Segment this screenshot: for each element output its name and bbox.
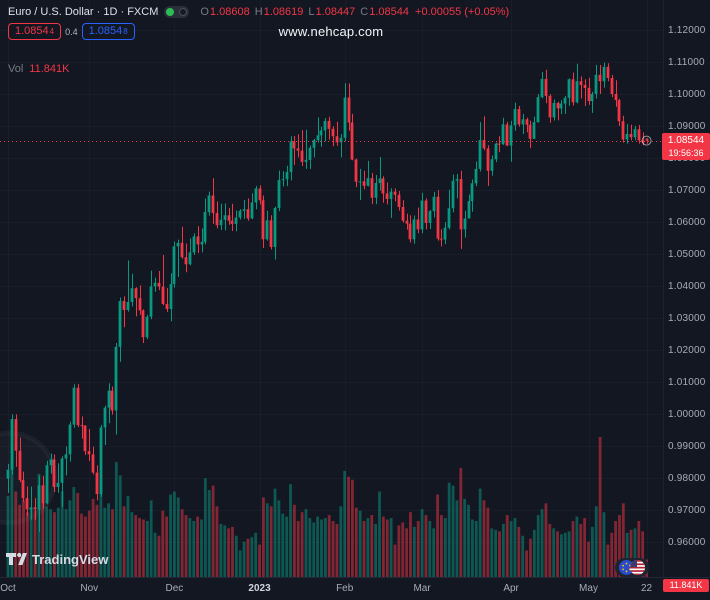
legend-source-toggle[interactable] — [164, 6, 190, 18]
bar-countdown: 19:56:36 — [668, 147, 704, 158]
time-axis-label: 22 — [640, 583, 653, 594]
time-axis-label: Oct — [0, 583, 16, 594]
watermark-text: www.nehcap.com — [278, 24, 384, 39]
open-value: 1.08608 — [209, 6, 250, 18]
time-axis-label: Nov — [80, 583, 99, 594]
price-axis-label: 1.10000 — [668, 89, 706, 100]
time-axis-label: May — [579, 583, 598, 594]
legend-symbol-row: Euro / U.S. Dollar · 1D · FXCM O 1.08608 … — [8, 6, 509, 18]
economic-events-pill[interactable] — [615, 558, 649, 577]
price-axis-label: 1.02000 — [668, 345, 706, 356]
price-axis-label: 1.05000 — [668, 249, 706, 260]
open-label: O — [200, 6, 209, 18]
price-axis-label: 1.01000 — [668, 377, 706, 388]
time-axis-label: Mar — [413, 583, 431, 594]
chart-legend: Euro / U.S. Dollar · 1D · FXCM O 1.08608 … — [8, 6, 509, 75]
toggle-knob-icon — [179, 8, 188, 16]
price-axis-label: 1.04000 — [668, 281, 706, 292]
low-value: 1.08447 — [315, 6, 356, 18]
market-status-dot-icon — [166, 8, 175, 16]
volume-label: Vol — [8, 63, 24, 75]
ohlc-readout: O 1.08608 H 1.08619 L 1.08447 C 1.08544 +0.0… — [195, 6, 509, 18]
time-axis-label: Feb — [336, 583, 354, 594]
close-value: 1.08544 — [369, 6, 410, 18]
us-flag-icon — [630, 560, 645, 575]
price-axis-label: 1.12000 — [668, 25, 706, 36]
high-label: H — [254, 6, 263, 18]
tradingview-logo-icon — [6, 552, 27, 565]
price-axis-label: 1.00000 — [668, 408, 706, 420]
time-axis-label: 2023 — [248, 583, 271, 594]
last-price-value: 1.08544 — [667, 134, 705, 146]
volume-axis-badge: 11.841K — [663, 579, 709, 592]
sell-price-sup: 4 — [49, 27, 55, 36]
volume-legend: Vol 11.841K — [8, 63, 509, 75]
price-axis-label: 0.96000 — [668, 536, 706, 548]
time-axis-label: Dec — [165, 583, 184, 594]
symbol-title[interactable]: Euro / U.S. Dollar · 1D · FXCM — [8, 6, 159, 18]
sell-button[interactable]: 1.0854 4 — [8, 23, 62, 40]
price-axis-label: 1.06000 — [668, 217, 706, 228]
spread-value: 0.4 — [65, 26, 78, 37]
close-label: C — [360, 6, 369, 18]
time-axis-label: Apr — [503, 583, 519, 594]
tradingview-logo-text: TradingView — [32, 551, 109, 567]
price-axis-label: 0.99000 — [668, 440, 706, 452]
trade-buttons-row: 1.0854 4 0.4 1.0854 8 — [8, 23, 509, 40]
price-axis-label: 0.97000 — [668, 504, 706, 516]
buy-price-sup: 8 — [123, 27, 128, 36]
sell-price: 1.0854 — [15, 25, 49, 37]
price-axis-label: 1.03000 — [668, 313, 706, 324]
price-axis[interactable]: 1.120001.110001.100001.090001.080001.070… — [663, 0, 710, 577]
price-axis-label: 1.09000 — [668, 121, 706, 132]
volume-value: 11.841K — [29, 63, 70, 75]
last-price-tag: 1.08544 19:56:36 — [662, 132, 710, 160]
high-value: 1.08619 — [263, 6, 304, 18]
change-value: +0.00055 (+0.05%) — [415, 6, 510, 18]
eu-flag-icon — [619, 560, 634, 575]
price-axis-label: 1.11000 — [668, 57, 705, 68]
price-axis-label: 1.07000 — [668, 185, 706, 196]
time-axis[interactable]: Oct Nov Dec 2023 Feb Mar Apr May 22 — [0, 577, 710, 600]
tradingview-attribution[interactable]: TradingView — [6, 551, 108, 567]
buy-button[interactable]: 1.0854 8 — [81, 23, 135, 40]
price-axis-label: 0.98000 — [668, 472, 706, 484]
low-label: L — [308, 6, 315, 18]
buy-price: 1.0854 — [88, 25, 123, 37]
